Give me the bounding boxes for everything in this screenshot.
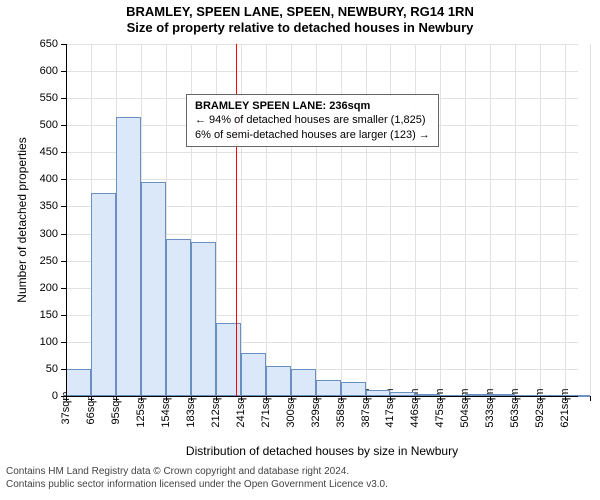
y-tick-label: 550 — [40, 92, 58, 104]
histogram-bar — [116, 117, 141, 396]
chart-title-2: Size of property relative to detached ho… — [0, 20, 600, 36]
histogram-bar — [341, 382, 366, 396]
y-tick-label: 300 — [40, 228, 58, 240]
y-axis-label: Number of detached properties — [15, 137, 29, 302]
y-tick-label: 650 — [40, 38, 58, 50]
x-tick-label: 621sqm — [559, 388, 571, 427]
histogram-bar — [316, 380, 341, 396]
x-axis — [66, 396, 578, 397]
x-tick — [590, 396, 591, 401]
grid-line — [66, 179, 578, 180]
histogram-bar — [266, 366, 291, 396]
histogram-bar — [166, 239, 191, 396]
y-axis — [66, 44, 67, 396]
histogram-bar — [66, 369, 91, 396]
y-tick-label: 400 — [40, 173, 58, 185]
chart-container: { "title": { "line1": "BRAMLEY, SPEEN LA… — [0, 0, 600, 500]
y-tick-label: 200 — [40, 282, 58, 294]
grid-line — [565, 44, 566, 396]
histogram-bar — [241, 353, 266, 396]
footer-line-1: Contains HM Land Registry data © Crown c… — [6, 466, 594, 479]
histogram-bar — [191, 242, 216, 396]
annotation-larger: 6% of semi-detached houses are larger (1… — [195, 128, 430, 142]
grid-line — [590, 44, 591, 396]
histogram-bar — [291, 369, 316, 396]
histogram-bar — [91, 193, 116, 396]
chart-titles: BRAMLEY, SPEEN LANE, SPEEN, NEWBURY, RG1… — [0, 0, 600, 37]
y-tick-label: 50 — [46, 363, 58, 375]
grid-line — [490, 44, 491, 396]
y-tick-label: 250 — [40, 255, 58, 267]
y-tick-label: 450 — [40, 146, 58, 158]
x-axis-label: Distribution of detached houses by size … — [186, 444, 458, 458]
histogram-bar — [141, 182, 166, 396]
y-tick-label: 350 — [40, 200, 58, 212]
y-tick-label: 600 — [40, 65, 58, 77]
grid-line — [66, 44, 578, 45]
y-tick-label: 0 — [52, 390, 58, 402]
histogram-bar — [366, 390, 391, 396]
grid-line — [66, 71, 578, 72]
grid-line — [66, 152, 578, 153]
annotation-title: BRAMLEY SPEEN LANE: 236sqm — [195, 99, 430, 113]
y-tick-label: 100 — [40, 336, 58, 348]
chart-title-1: BRAMLEY, SPEEN LANE, SPEEN, NEWBURY, RG1… — [0, 4, 600, 20]
y-tick-label: 500 — [40, 119, 58, 131]
y-tick-label: 150 — [40, 309, 58, 321]
plot-area: 0501001502002503003504004505005506006503… — [66, 44, 578, 396]
grid-line — [440, 44, 441, 396]
grid-line — [515, 44, 516, 396]
annotation-box: BRAMLEY SPEEN LANE: 236sqm← 94% of detac… — [186, 94, 439, 147]
grid-line — [540, 44, 541, 396]
footer-line-2: Contains public sector information licen… — [6, 479, 594, 492]
chart-footer: Contains HM Land Registry data © Crown c… — [6, 466, 594, 491]
grid-line — [465, 44, 466, 396]
annotation-smaller: ← 94% of detached houses are smaller (1,… — [195, 113, 430, 127]
